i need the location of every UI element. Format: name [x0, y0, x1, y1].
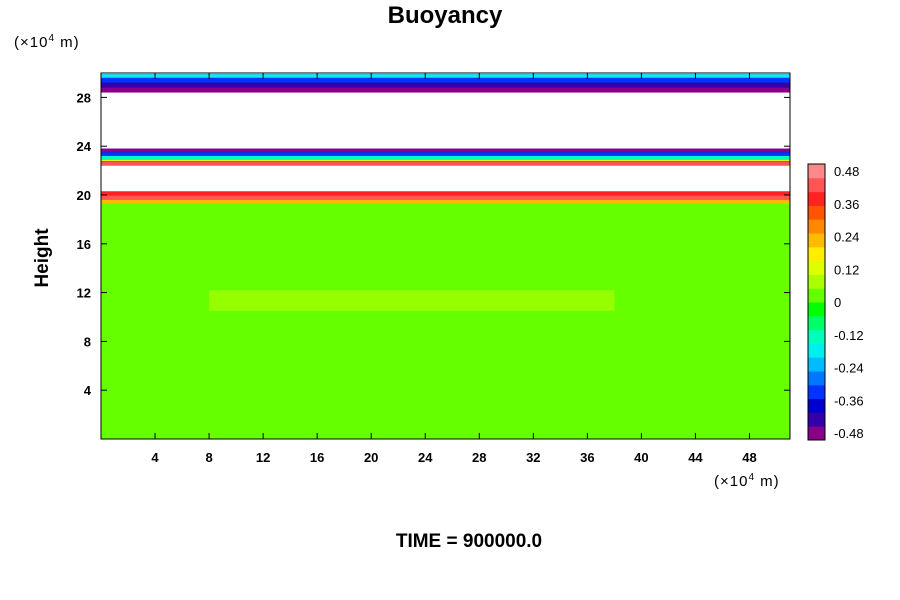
colorbar-swatch [808, 398, 825, 413]
x-tick-label: 20 [364, 450, 378, 465]
cold-layer-stripe-3 [101, 159, 790, 162]
x-tick-label: 36 [580, 450, 594, 465]
colorbar-border [807, 163, 826, 441]
colorbar-swatch [808, 191, 825, 206]
top-layer-stripe-3 [101, 87, 790, 93]
top-layer-stripe-0 [101, 74, 790, 78]
x-tick-label: 24 [418, 450, 433, 465]
colorbar-swatch [808, 343, 825, 358]
colorbar-label: 0.48 [834, 164, 859, 179]
colorbar-label: -0.36 [834, 393, 864, 408]
y-tick-label: 12 [77, 286, 91, 301]
warm-layer-stripe-1 [101, 195, 790, 200]
y-tick-label: 28 [77, 90, 91, 105]
cold-layer-stripe-1 [101, 152, 790, 156]
warm-layer-stripe-2 [101, 191, 790, 196]
top-layer-stripe-2 [101, 82, 790, 88]
colorbar-label: 0.12 [834, 262, 859, 277]
colorbar-swatch [808, 205, 825, 220]
x-tick-label: 28 [472, 450, 486, 465]
colorbar-label: 0 [834, 295, 841, 310]
cold-layer-stripe-2 [101, 155, 790, 160]
colorbar-swatch [808, 246, 825, 262]
y-tick-label: 24 [77, 139, 92, 154]
colorbar-swatch [808, 384, 825, 400]
y-tick-label: 16 [77, 237, 91, 252]
y-axis-unit: (×104 m) [14, 33, 80, 51]
y-tick-label: 4 [84, 383, 92, 398]
warm-layer-stripe-0 [101, 199, 790, 204]
x-tick-label: 32 [526, 450, 540, 465]
cold-layer-stripe-0 [101, 148, 790, 153]
colorbar-swatch [808, 302, 825, 317]
colorbar-swatch [808, 164, 825, 179]
top-layer-stripe-1 [101, 77, 790, 83]
x-tick-label: 16 [310, 450, 324, 465]
colorbar-label: -0.24 [834, 361, 864, 376]
x-tick-label: 40 [634, 450, 648, 465]
colorbar-swatch [808, 177, 825, 193]
band-0 [101, 199, 790, 439]
x-tick-label: 44 [688, 450, 703, 465]
band-1 [209, 290, 615, 311]
x-tick-label: 4 [151, 450, 159, 465]
colorbar-swatch [808, 412, 825, 427]
plot-border [100, 72, 791, 440]
colorbar-label: 0.24 [834, 230, 859, 245]
colorbar-swatch [808, 260, 825, 275]
x-tick-label: 12 [256, 450, 270, 465]
time-label: TIME = 900000.0 [395, 531, 543, 552]
y-tick-label: 8 [84, 334, 91, 349]
colorbar-label: 0.36 [834, 197, 859, 212]
colorbar-swatch [808, 357, 825, 372]
y-tick-label: 20 [77, 188, 91, 203]
chart-title: Buoyancy [387, 2, 503, 29]
colorbar-swatch [808, 274, 825, 289]
colorbar-label: -0.12 [834, 328, 864, 343]
x-tick-label: 8 [205, 450, 212, 465]
x-axis-unit: (×104 m) [714, 472, 780, 490]
colorbar-swatch [808, 288, 825, 303]
colorbar-swatch [808, 315, 825, 331]
colorbar-swatch [808, 426, 825, 441]
colorbar-swatch [808, 371, 825, 386]
colorbar-swatch [808, 219, 825, 234]
colorbar-swatch [808, 233, 825, 248]
band-3 [101, 162, 790, 166]
colorbar-label: -0.48 [834, 426, 864, 441]
x-tick-label: 48 [742, 450, 756, 465]
colorbar-swatch [808, 329, 825, 344]
